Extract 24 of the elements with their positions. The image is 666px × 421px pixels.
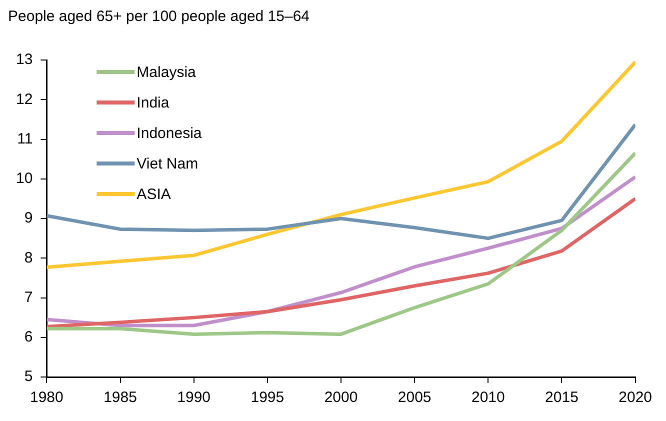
legend-label: Malaysia — [136, 64, 197, 82]
x-tick-label: 1980 — [30, 389, 64, 406]
x-tick-label: 1995 — [250, 389, 284, 406]
y-tick-label: 10 — [16, 170, 33, 188]
y-tick-label: 13 — [16, 51, 33, 68]
legend-label: Indonesia — [136, 125, 202, 142]
y-tick-label: 9 — [24, 210, 33, 227]
x-tick-label: 1990 — [177, 389, 211, 406]
x-tick-label: 1985 — [104, 389, 137, 406]
x-tick-label: 2005 — [398, 389, 432, 406]
legend-label: Viet Nam — [136, 156, 198, 173]
legend-label: ASIA — [136, 186, 171, 204]
y-tick-label: 6 — [24, 328, 33, 346]
y-tick-label: 11 — [17, 130, 33, 148]
y-tick-label: 7 — [24, 288, 33, 306]
x-tick-label: 2015 — [545, 389, 578, 406]
x-tick-label: 2000 — [324, 389, 358, 406]
y-tick-label: 8 — [24, 249, 33, 266]
y-tick-label: 12 — [16, 90, 33, 108]
legend-label: India — [136, 94, 170, 112]
x-tick-label: 2010 — [471, 389, 505, 406]
x-tick-label: 2020 — [618, 389, 652, 406]
chart-title: People aged 65+ per 100 people aged 15–64 — [8, 8, 310, 26]
y-tick-label: 5 — [24, 368, 33, 386]
